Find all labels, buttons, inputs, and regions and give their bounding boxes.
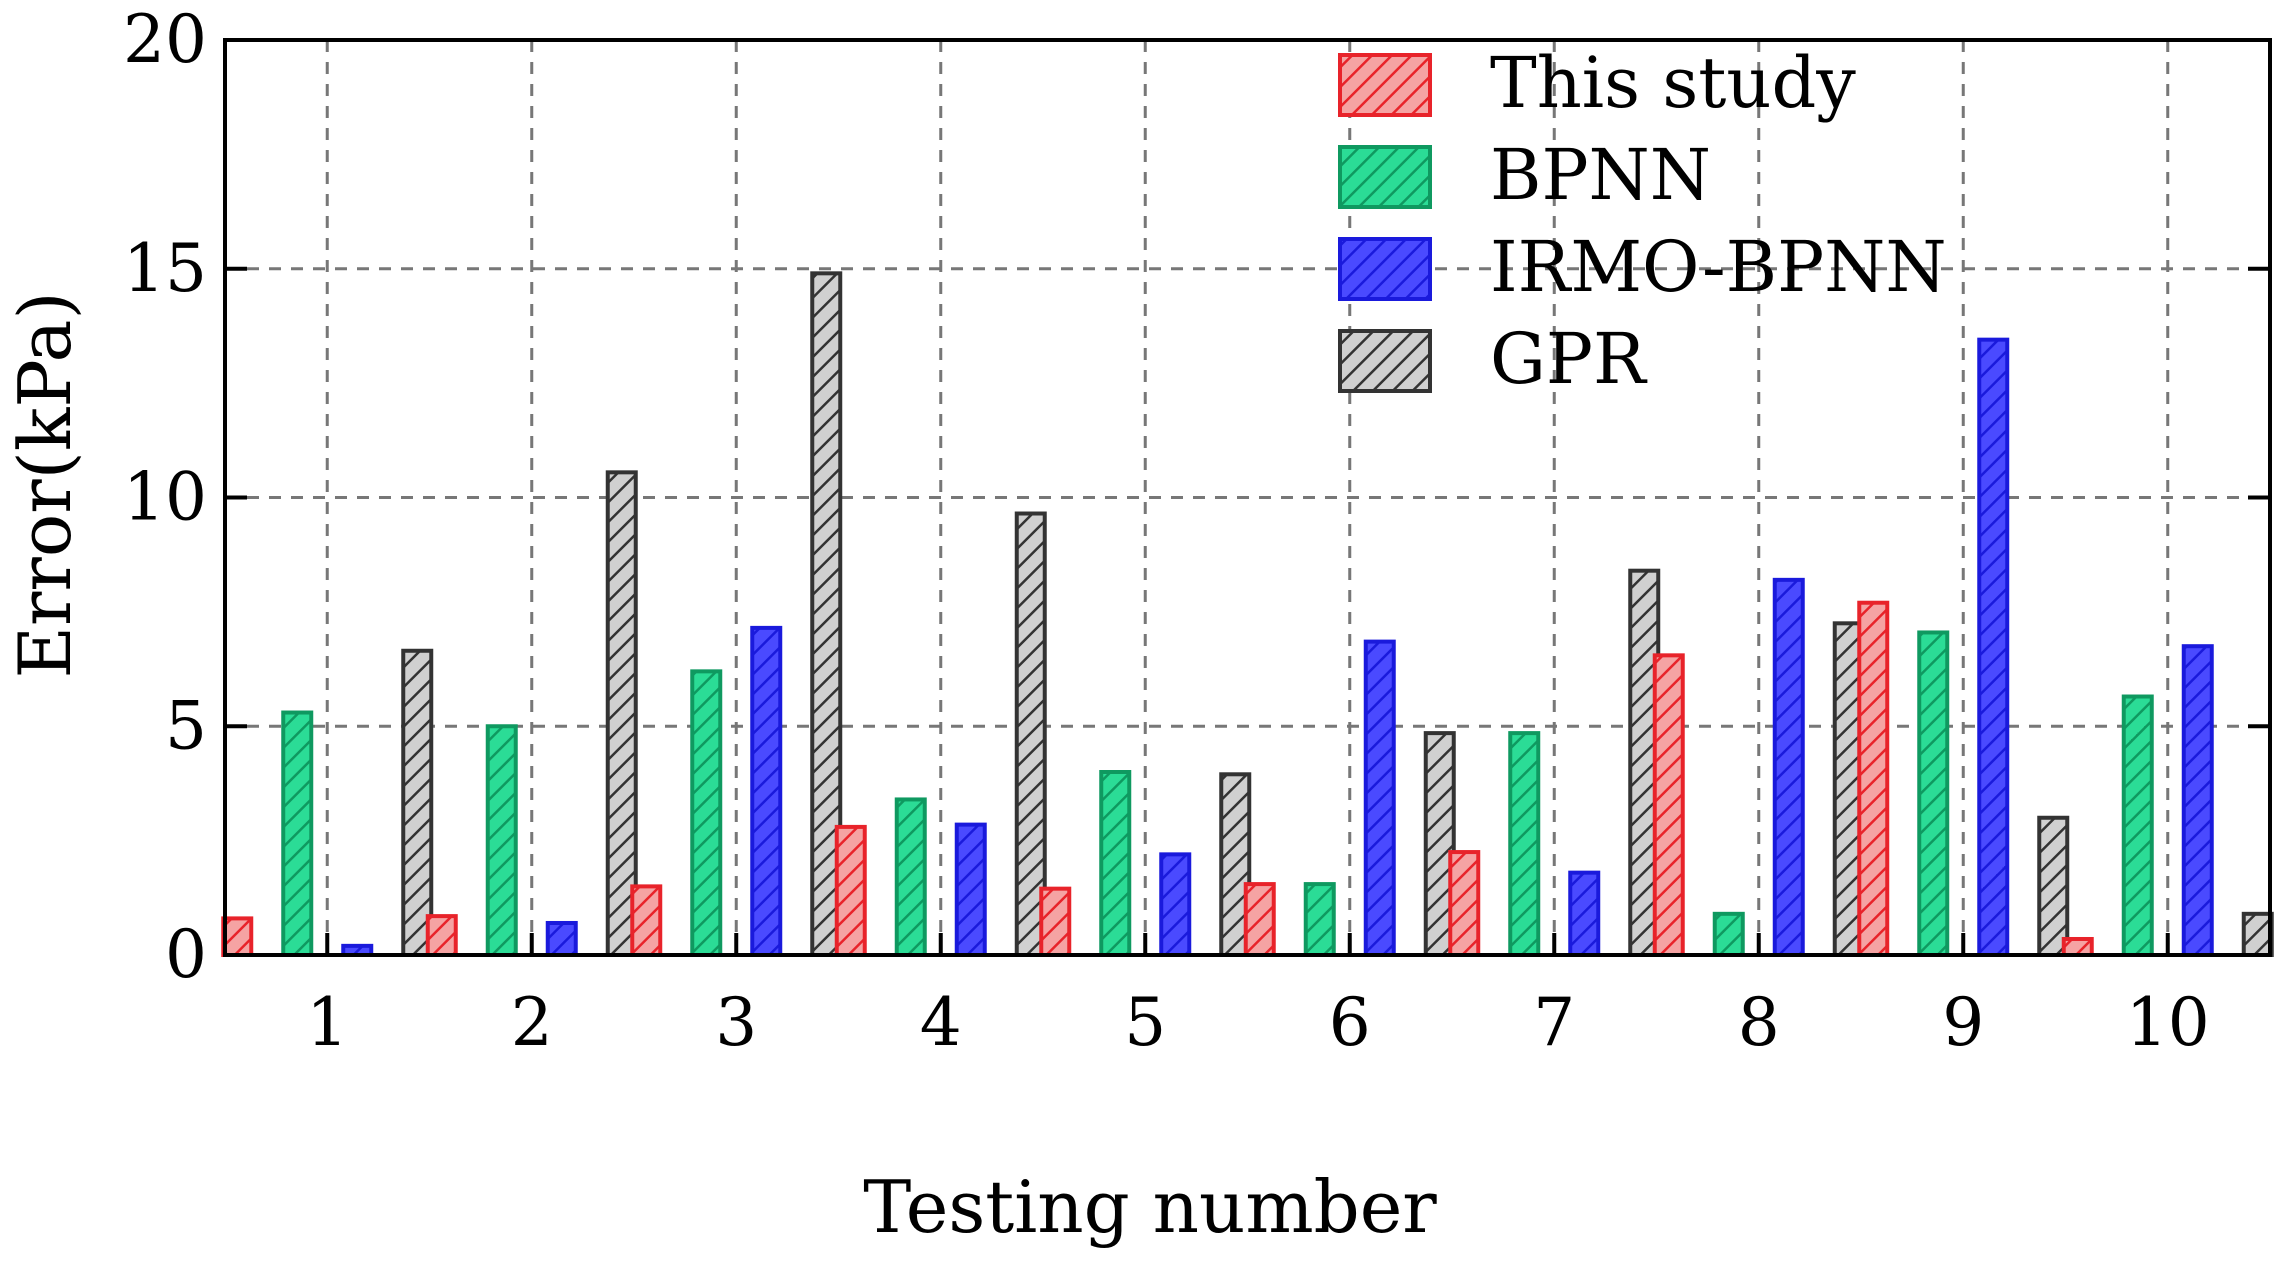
bar-bpnn-5 xyxy=(1099,770,1132,957)
legend-label-this-study: This study xyxy=(1490,42,1856,124)
bar-irmo-bpnn-10 xyxy=(2181,644,2214,957)
bar-gpr-5 xyxy=(1219,772,1252,957)
bar-irmo-bpnn-9 xyxy=(1977,337,2010,958)
bar-irmo-bpnn-3 xyxy=(750,625,783,957)
x-tick-label-7: 7 xyxy=(1533,984,1575,1061)
bar-gpr-10 xyxy=(2241,911,2274,958)
legend-label-gpr: GPR xyxy=(1490,318,1648,400)
bar-this-study-1 xyxy=(221,916,254,958)
legend-swatch-gpr xyxy=(1338,329,1432,393)
bar-bpnn-2 xyxy=(485,724,518,957)
y-tick-label-10: 10 xyxy=(123,459,207,536)
x-tick-label-4: 4 xyxy=(920,984,962,1061)
legend-swatch-bpnn xyxy=(1338,145,1432,209)
bar-irmo-bpnn-8 xyxy=(1772,577,1805,957)
bar-bpnn-6 xyxy=(1303,882,1336,958)
bar-this-study-5 xyxy=(1039,886,1072,957)
bar-bpnn-7 xyxy=(1508,731,1541,957)
x-tick-label-8: 8 xyxy=(1738,984,1780,1061)
x-tick-label-5: 5 xyxy=(1124,984,1166,1061)
x-tick-label-1: 1 xyxy=(306,984,348,1061)
bar-gpr-4 xyxy=(1014,511,1047,957)
bars xyxy=(221,271,2274,958)
bar-gpr-2 xyxy=(605,470,638,957)
x-tick-label-3: 3 xyxy=(715,984,757,1061)
legend-swatch-irmo-bpnn xyxy=(1338,237,1432,301)
bar-this-study-9 xyxy=(1857,600,1890,957)
x-tick-label-9: 9 xyxy=(1942,984,1984,1061)
bar-bpnn-9 xyxy=(1917,630,1950,958)
bar-irmo-bpnn-6 xyxy=(1363,639,1396,957)
y-tick-label-20: 20 xyxy=(123,1,207,78)
bar-irmo-bpnn-7 xyxy=(1568,870,1601,958)
bar-bpnn-1 xyxy=(281,710,314,958)
bar-bpnn-10 xyxy=(2121,694,2154,957)
bar-this-study-7 xyxy=(1448,850,1481,957)
legend: This study BPNN IRMO-BPNN GPR xyxy=(1338,42,1947,400)
y-axis-title: Error(kPa) xyxy=(3,291,87,678)
bar-this-study-10 xyxy=(2061,936,2094,957)
y-tick-label-15: 15 xyxy=(123,230,207,307)
y-tick-label-5: 5 xyxy=(165,687,207,764)
bar-this-study-2 xyxy=(425,914,458,957)
y-tick-label-0: 0 xyxy=(165,916,207,993)
bar-this-study-3 xyxy=(630,884,663,957)
bar-irmo-bpnn-5 xyxy=(1159,852,1192,957)
bar-irmo-bpnn-4 xyxy=(954,822,987,957)
axes: 0 5 10 15 20 1 2 3 4 5 6 7 8 9 10 xyxy=(123,1,2272,1061)
bar-gpr-1 xyxy=(401,648,434,957)
x-tick-label-2: 2 xyxy=(511,984,553,1061)
legend-swatch-this-study xyxy=(1338,53,1432,117)
bar-bpnn-8 xyxy=(1712,911,1745,958)
bar-this-study-8 xyxy=(1652,653,1685,958)
x-tick-label-10: 10 xyxy=(2126,984,2210,1061)
x-tick-label-6: 6 xyxy=(1329,984,1371,1061)
bar-bpnn-3 xyxy=(690,669,723,957)
legend-label-irmo-bpnn: IRMO-BPNN xyxy=(1490,226,1947,308)
bar-gpr-9 xyxy=(2037,815,2070,957)
legend-label-bpnn: BPNN xyxy=(1490,134,1711,216)
x-axis-title: Testing number xyxy=(863,1165,1437,1249)
bar-bpnn-4 xyxy=(894,797,927,958)
bar-this-study-4 xyxy=(834,824,867,958)
bar-irmo-bpnn-2 xyxy=(545,920,578,957)
bar-this-study-6 xyxy=(1243,882,1276,958)
